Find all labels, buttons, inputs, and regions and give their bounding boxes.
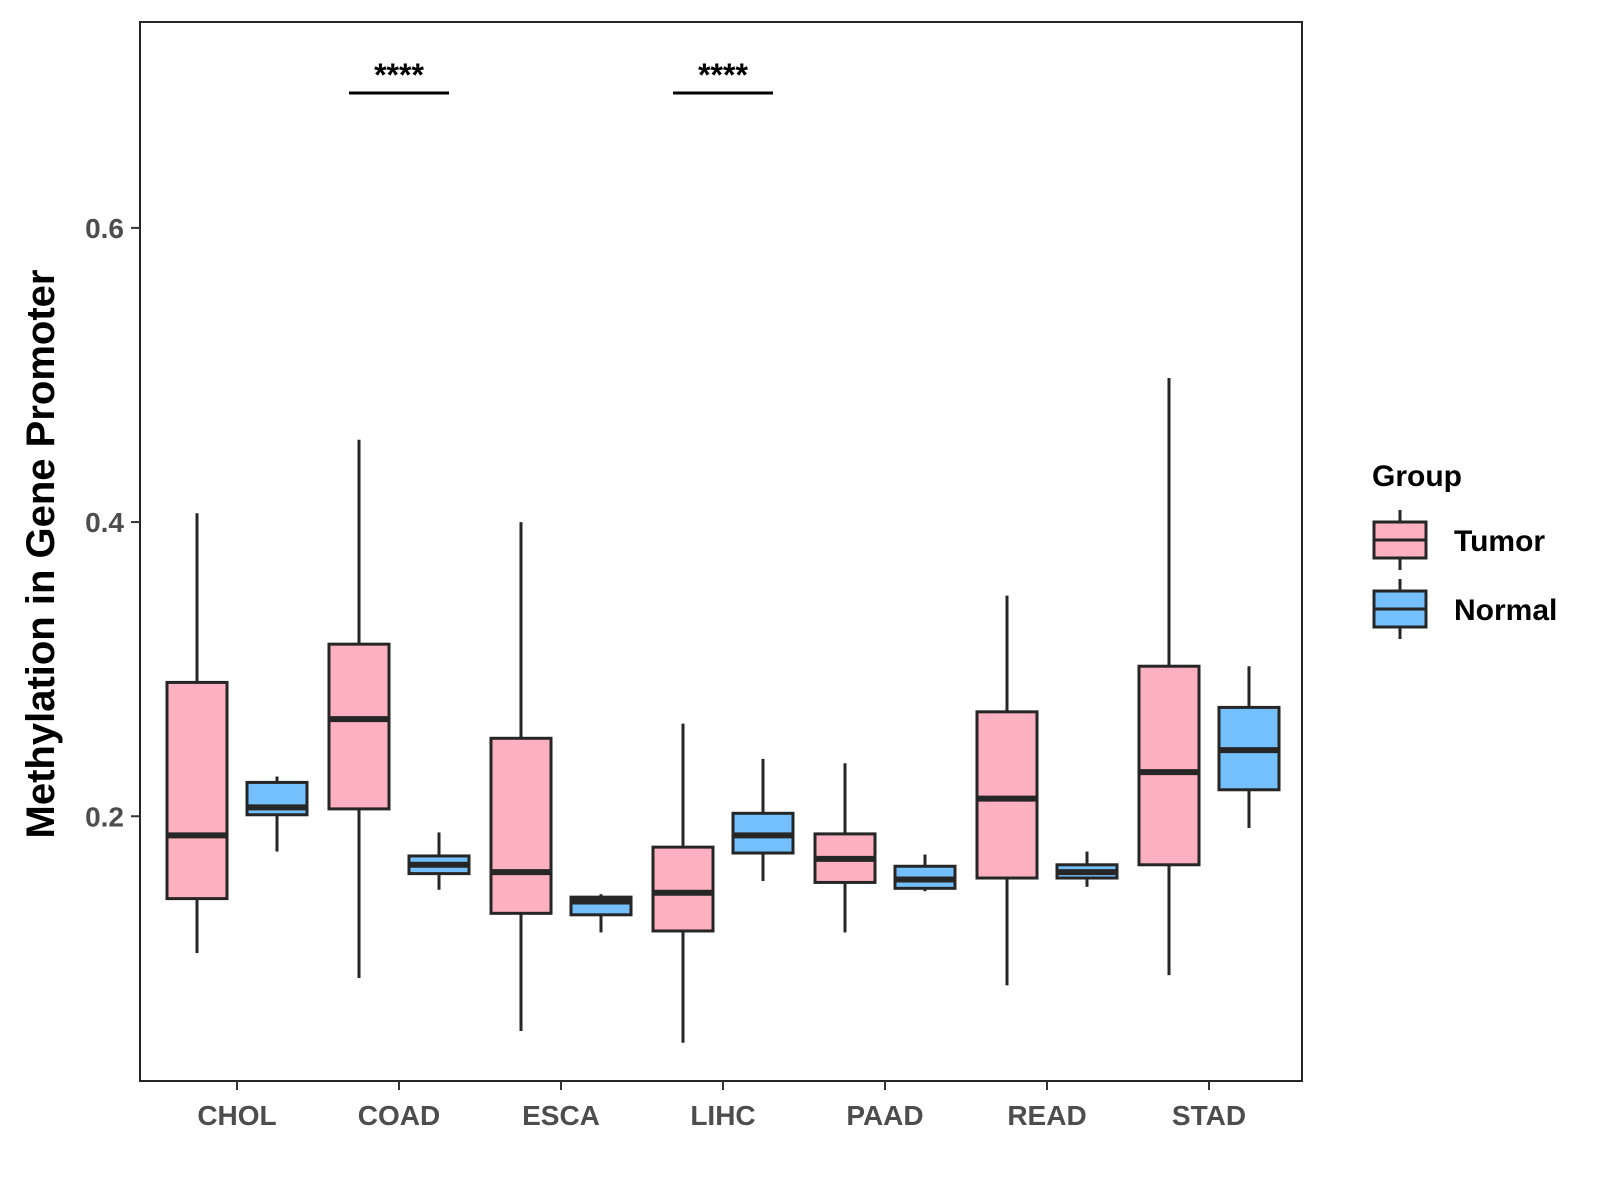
box-normal-esca	[569, 894, 633, 933]
x-tick-label-paad: PAAD	[846, 1100, 923, 1131]
legend-item-normal: Normal	[1372, 579, 1557, 639]
plot-panel-border	[139, 21, 1303, 1082]
y-tick-label: 0.6	[85, 213, 124, 244]
box-body	[165, 680, 229, 901]
significance-lihc: ****	[673, 57, 773, 95]
box-normal-coad	[407, 832, 471, 890]
y-axis: 0.2 0.4 0.6	[85, 213, 140, 832]
x-tick-label-stad: STAD	[1172, 1100, 1246, 1131]
x-tick-label-chol: CHOL	[197, 1100, 276, 1131]
significance-annotations: **** ****	[349, 57, 773, 95]
box-normal-lihc	[731, 758, 795, 881]
box-tumor-paad	[813, 763, 877, 933]
x-tick-label-lihc: LIHC	[690, 1100, 755, 1131]
significance-coad: ****	[349, 57, 449, 95]
box-normal-paad	[893, 854, 957, 892]
legend-label-tumor: Tumor	[1454, 525, 1545, 558]
box-normal-read	[1055, 851, 1119, 887]
box-body	[489, 736, 553, 915]
box-body	[1137, 664, 1201, 867]
x-tick-label-esca: ESCA	[522, 1100, 600, 1131]
box-body	[651, 845, 715, 933]
y-tick-label: 0.4	[85, 507, 124, 538]
x-tick-label-coad: COAD	[358, 1100, 440, 1131]
y-tick-label: 0.2	[85, 801, 124, 832]
legend-title: Group	[1372, 460, 1462, 493]
box-normal-stad	[1217, 666, 1281, 829]
box-tumor-chol	[165, 513, 229, 954]
significance-label: ****	[374, 57, 424, 93]
x-axis: CHOL COAD ESCA LIHC PAAD READ STAD	[197, 1081, 1246, 1131]
significance-label: ****	[698, 57, 748, 93]
box-tumor-coad	[327, 439, 391, 979]
box-body	[975, 710, 1039, 880]
box-normal-chol	[245, 776, 309, 852]
box-tumor-read	[975, 595, 1039, 986]
x-tick-label-read: READ	[1007, 1100, 1086, 1131]
legend: Group Tumor Normal	[1372, 460, 1557, 639]
legend-label-normal: Normal	[1454, 594, 1557, 627]
box-body	[327, 642, 391, 811]
box-tumor-esca	[489, 522, 553, 1031]
box-marks	[165, 377, 1281, 1043]
legend-item-tumor: Tumor	[1372, 510, 1545, 570]
box-tumor-lihc	[651, 723, 715, 1043]
box-tumor-stad	[1137, 377, 1201, 976]
y-axis-label: Methylation in Gene Promoter	[19, 270, 63, 839]
